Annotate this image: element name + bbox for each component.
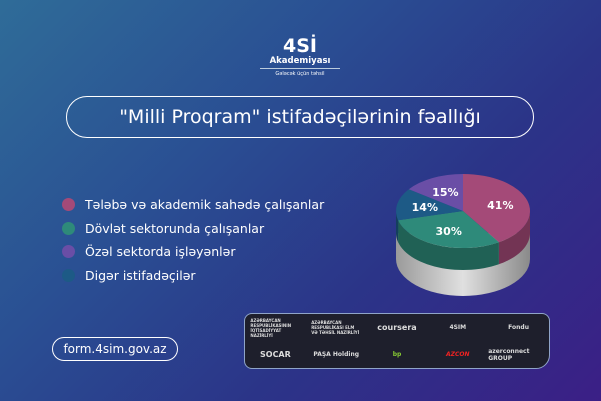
legend-dot [62, 245, 75, 259]
partner-logo: Fondu [508, 324, 529, 331]
pie-slice-side [498, 211, 530, 265]
chart-title: "Milli Proqram" istifadəçilərinin fəallı… [66, 96, 534, 138]
website-link[interactable]: form.4sim.gov.az [52, 337, 178, 361]
pie-slice [463, 174, 530, 243]
pie-slice-side [398, 220, 499, 270]
legend-item: Özəl sektorda işləyənlər [62, 240, 324, 264]
pie-data-label: 15% [432, 186, 458, 199]
legend: Tələbə və akademik sahədə çalışanlar Döv… [62, 193, 324, 287]
legend-label: Digər istifadəçilər [85, 267, 196, 283]
partner-logo: SOCAR [260, 350, 291, 359]
legend-dot [62, 221, 75, 235]
legend-label: Dövlət sektorunda çalışanlar [85, 220, 265, 236]
pie-slice [396, 189, 463, 221]
pie-data-label: 30% [436, 225, 462, 238]
brand-name: 4Sİ [283, 35, 317, 57]
partner-logo: PAŞA Holding [313, 351, 360, 358]
brand-logo: 4Sİ Akademiyası Gələcək üçün təhsil [260, 36, 340, 77]
brand-tagline: Gələcək üçün təhsil [275, 71, 325, 77]
partner-logo: azerconnect GROUP [488, 347, 530, 362]
partner-logo: AZƏRBAYCAN RESPUBLİKASI ELM VƏ TƏHSİL NA… [311, 320, 360, 335]
partner-logo: AZƏRBAYCAN RESPUBLİKASININ İQTİSADİYYAT … [250, 317, 292, 338]
partner-logo: coursera [377, 323, 417, 332]
pie-data-label: 14% [412, 201, 438, 214]
legend-dot [62, 198, 75, 212]
pie-slice [398, 211, 499, 248]
legend-item: Tələbə və akademik sahədə çalışanlar [62, 193, 324, 217]
legend-item: Dövlət sektorunda çalışanlar [62, 217, 324, 241]
legend-label: Tələbə və akademik sahədə çalışanlar [85, 197, 325, 213]
pie-slice [408, 174, 463, 211]
legend-dot [62, 268, 75, 282]
legend-label: Özəl sektorda işləyənlər [85, 244, 236, 260]
brand-subtitle: Akademiyası [260, 56, 340, 69]
legend-item: Digər istifadəçilər [62, 264, 324, 288]
partner-logos: AZƏRBAYCAN RESPUBLİKASININ İQTİSADİYYAT … [244, 313, 550, 369]
pie-slice-side [396, 211, 399, 243]
partner-logo: AZCON [446, 351, 470, 358]
partner-logo: bp [392, 351, 402, 358]
pie-data-label: 41% [487, 199, 513, 212]
partner-logo: 4SIM [449, 324, 467, 331]
